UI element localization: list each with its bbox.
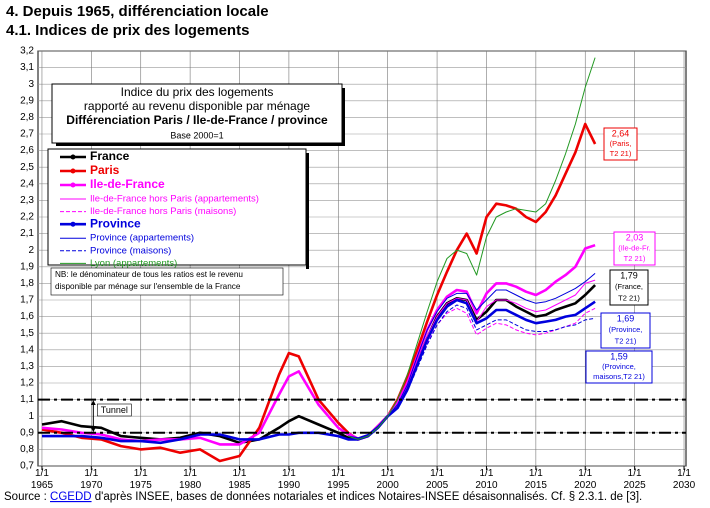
- y-tick-label: 1,9: [20, 261, 34, 272]
- x-tick-label: 1/1 2030: [673, 468, 696, 491]
- chart-subtitle: 4.1. Indices de prix des logements: [6, 22, 249, 39]
- x-tick-label: 1/1 1990: [278, 468, 301, 491]
- y-tick-label: 3,2: [20, 46, 34, 57]
- end-label: T2 21): [610, 149, 632, 158]
- legend-label: Ile-de-France hors Paris (appartements): [90, 194, 259, 205]
- legend-subtitle: Base 2000=1: [170, 130, 223, 140]
- source-text: Source :: [4, 491, 50, 503]
- y-tick-label: 1,3: [20, 361, 34, 372]
- legend-label: Lyon (appartements): [90, 258, 177, 269]
- end-label: T2 21): [615, 336, 637, 345]
- legend-shadow: [306, 153, 309, 269]
- end-label-box: [613, 231, 656, 266]
- y-tick-label: 1,4: [20, 344, 34, 355]
- legend-title: Différenciation Paris / Ile-de-France / …: [66, 113, 328, 127]
- end-label: 2,64: [612, 128, 630, 138]
- end-label-box: [609, 269, 649, 306]
- legend-marker: [70, 168, 76, 174]
- y-tick-label: 2,2: [20, 212, 34, 223]
- y-tick-label: 0,8: [20, 444, 34, 455]
- y-tick-label: 3,1: [20, 62, 34, 73]
- legend-label: Province (appartements): [90, 233, 194, 244]
- y-tick-label: 3: [28, 79, 34, 90]
- y-tick-label: 1: [28, 411, 34, 422]
- end-label-box: [585, 350, 653, 384]
- legend-label: Province (maisons): [90, 245, 171, 256]
- legend-label: Ile-de-France: [90, 177, 165, 191]
- end-label: T2 21): [618, 293, 640, 302]
- x-tick-label: 1/1 2015: [525, 468, 548, 491]
- legend-title: Indice du prix des logements: [121, 85, 274, 99]
- y-tick-label: 1,5: [20, 328, 34, 339]
- end-label: 1,69: [617, 313, 635, 323]
- end-label: (Province,: [609, 325, 643, 334]
- x-tick-label: 1/1 1965: [31, 468, 54, 491]
- end-label: (France,: [615, 282, 643, 291]
- series-line: [348, 304, 596, 440]
- y-tick-label: 2,3: [20, 195, 34, 206]
- legend-marker: [70, 154, 76, 160]
- x-tick-label: 1/1 1985: [228, 468, 251, 491]
- grid: 0,7 0,8 0,9 1 1,1 1,2 1,3 1,4 1,5 1,6 1,7 1,8 1,9 2 2,…: [20, 46, 695, 491]
- tunnel-box: [97, 403, 132, 417]
- y-tick-label: 2,8: [20, 112, 34, 123]
- legend-label: France: [90, 149, 130, 163]
- legend-marker: [70, 221, 76, 227]
- end-label: 2,03: [626, 232, 644, 242]
- tunnel-label: Tunnel: [101, 405, 128, 415]
- y-tick-label: 1,1: [20, 394, 34, 405]
- y-tick-label: 2,9: [20, 95, 34, 106]
- y-tick-label: 2,1: [20, 228, 34, 239]
- legend-title-shadow: [342, 88, 345, 146]
- source: Source : CGEDD d'après INSEE, bases de d…: [4, 491, 642, 503]
- chart-title: 4. Depuis 1965, différenciation locale: [6, 3, 269, 20]
- y-tick-label: 2,6: [20, 145, 34, 156]
- x-tick-label: 1/1 1980: [179, 468, 202, 491]
- y-tick-label: 2,7: [20, 129, 34, 140]
- y-tick-label: 1,2: [20, 378, 34, 389]
- note: NB: le dénominateur de tous les ratios e…: [55, 270, 243, 279]
- end-label: (Ile-de-Fr.: [618, 243, 651, 252]
- legend-label: Ile-de-France hors Paris (maisons): [90, 206, 236, 217]
- x-tick-label: 1/1 2020: [574, 468, 597, 491]
- end-label-box: [600, 312, 651, 349]
- legend-label: Paris: [90, 163, 120, 177]
- source-text: d'après INSEE, bases de données notarial…: [92, 491, 643, 503]
- legend-label: Province: [90, 216, 141, 230]
- legend-title-shadow: [56, 143, 345, 146]
- legend-marker: [70, 182, 76, 188]
- x-tick-label: 1/1 2010: [475, 468, 498, 491]
- source-link[interactable]: CGEDD: [50, 491, 92, 503]
- y-tick-label: 2,5: [20, 162, 34, 173]
- x-tick-label: 1/1 2005: [426, 468, 449, 491]
- y-tick-label: 1,8: [20, 278, 34, 289]
- x-tick-label: 1/1 2000: [377, 468, 400, 491]
- end-label-box: [603, 127, 638, 161]
- end-label: (Province,: [602, 362, 636, 371]
- x-tick-label: 1/1 1975: [130, 468, 153, 491]
- y-tick-label: 0,7: [20, 461, 34, 472]
- x-tick-label: 1/1 2025: [624, 468, 647, 491]
- y-tick-label: 1,7: [20, 295, 34, 306]
- legend-box: [47, 148, 307, 266]
- y-tick-label: 2,4: [20, 178, 34, 189]
- note-box: [50, 267, 284, 296]
- x-tick-label: 1/1 1995: [327, 468, 350, 491]
- x-tick-label: 1/1 1970: [80, 468, 103, 491]
- series-lines: [41, 57, 597, 463]
- y-tick-label: 0,9: [20, 427, 34, 438]
- legend-title: rapporté au revenu disponible par ménage: [84, 99, 310, 113]
- end-label: T2 21): [624, 254, 646, 263]
- end-label: (Paris,: [610, 139, 632, 148]
- series-line: [348, 57, 596, 440]
- y-tick-label: 1,6: [20, 311, 34, 322]
- end-label: maisons,T2 21): [593, 372, 645, 381]
- y-tick-label: 2: [28, 245, 34, 256]
- end-label: 1,79: [620, 270, 638, 280]
- note: disponible par ménage sur l'ensemble de …: [55, 282, 241, 291]
- overlays: Tunnel Indice du prix des logementsrappor…: [38, 83, 686, 434]
- end-label: 1,59: [610, 351, 628, 361]
